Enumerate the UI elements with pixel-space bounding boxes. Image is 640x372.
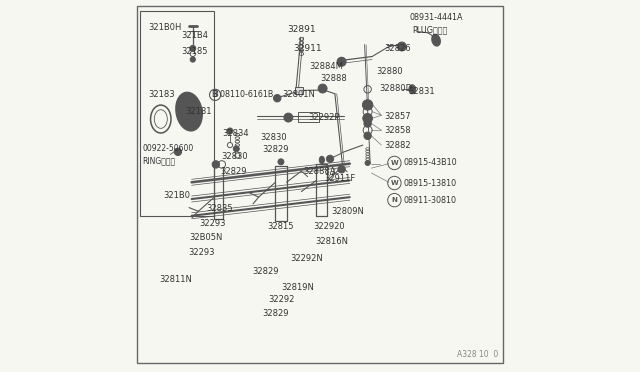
Circle shape (365, 160, 370, 166)
Text: 32911: 32911 (293, 44, 322, 53)
Circle shape (397, 42, 406, 51)
Text: 32829: 32829 (252, 267, 279, 276)
Text: 32819N: 32819N (281, 283, 314, 292)
Text: 32829: 32829 (220, 167, 247, 176)
Text: 32835: 32835 (207, 204, 233, 213)
Text: 32183: 32183 (148, 90, 175, 99)
Text: 32801N: 32801N (282, 90, 315, 99)
Text: 321B0: 321B0 (164, 191, 191, 200)
Ellipse shape (176, 92, 202, 131)
Bar (295, 87, 303, 94)
Circle shape (278, 159, 284, 165)
Text: B: B (212, 90, 218, 99)
Text: 32826: 32826 (384, 44, 411, 53)
Circle shape (174, 148, 182, 155)
Ellipse shape (319, 156, 324, 164)
Text: PLUGプラグ: PLUGプラグ (412, 25, 447, 34)
Text: 08911-30810: 08911-30810 (404, 196, 457, 205)
Text: 32882: 32882 (384, 141, 411, 150)
Ellipse shape (432, 34, 440, 46)
Text: 321B0H: 321B0H (148, 23, 182, 32)
Circle shape (318, 84, 327, 93)
Text: 32293: 32293 (188, 248, 214, 257)
Text: 321B4: 321B4 (182, 31, 209, 40)
Text: 32292: 32292 (269, 295, 295, 304)
Circle shape (364, 120, 371, 127)
Text: 32292N: 32292N (291, 254, 323, 263)
Text: 32880: 32880 (376, 67, 403, 76)
Text: 32829: 32829 (262, 145, 289, 154)
Text: A328 10  0: A328 10 0 (456, 350, 498, 359)
Ellipse shape (409, 85, 415, 94)
Text: N: N (392, 197, 397, 203)
Text: 32811N: 32811N (159, 275, 192, 284)
Bar (298, 112, 319, 122)
Text: 32292P: 32292P (308, 113, 340, 122)
Circle shape (363, 113, 372, 123)
Circle shape (364, 132, 371, 140)
Text: 32857: 32857 (384, 112, 411, 121)
Text: 32884M: 32884M (309, 62, 342, 71)
Circle shape (212, 161, 220, 168)
Text: 32185: 32185 (182, 47, 208, 56)
Text: 32816N: 32816N (316, 237, 349, 246)
Text: 32830: 32830 (260, 133, 287, 142)
Text: W: W (390, 160, 398, 166)
Circle shape (190, 45, 196, 51)
Text: 08915-13810: 08915-13810 (404, 179, 457, 187)
Text: 32815: 32815 (267, 222, 294, 231)
Text: 00922-50600: 00922-50600 (142, 144, 193, 153)
Text: 32911F: 32911F (324, 174, 356, 183)
Circle shape (227, 128, 233, 134)
Circle shape (338, 166, 346, 173)
Text: 32830: 32830 (221, 153, 248, 161)
Text: 32829: 32829 (262, 309, 289, 318)
Text: 08915-43B10: 08915-43B10 (404, 158, 458, 167)
Text: 32858: 32858 (384, 126, 411, 135)
Text: 32834: 32834 (223, 129, 249, 138)
Text: 32891: 32891 (287, 25, 316, 34)
Text: B 08110-6161B: B 08110-6161B (212, 90, 273, 99)
Text: 32880D: 32880D (380, 84, 413, 93)
Text: 32809N: 32809N (331, 207, 364, 216)
Text: 32888A: 32888A (303, 167, 336, 176)
Circle shape (284, 113, 293, 122)
Circle shape (337, 57, 346, 66)
Bar (140, 11, 214, 216)
Text: 32831: 32831 (408, 87, 435, 96)
Text: 32293: 32293 (199, 219, 226, 228)
Circle shape (326, 155, 334, 163)
Text: 32181: 32181 (186, 107, 212, 116)
Circle shape (273, 94, 281, 102)
Circle shape (190, 57, 195, 62)
Text: RINGリング: RINGリング (142, 156, 175, 165)
Text: 32B05N: 32B05N (189, 233, 223, 242)
Text: 32888: 32888 (321, 74, 348, 83)
Text: 322920: 322920 (314, 222, 345, 231)
Text: 08931-4441A: 08931-4441A (410, 13, 463, 22)
Text: W: W (390, 180, 398, 186)
Circle shape (362, 100, 373, 110)
Circle shape (234, 146, 239, 152)
